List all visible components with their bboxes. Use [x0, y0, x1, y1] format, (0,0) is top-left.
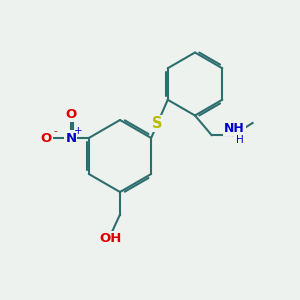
Text: H: H [236, 135, 244, 146]
Text: N: N [65, 131, 76, 145]
Text: OH: OH [100, 232, 122, 245]
Text: S: S [152, 116, 163, 131]
Text: -: - [53, 126, 57, 136]
Text: +: + [74, 125, 82, 136]
Text: NH: NH [224, 122, 245, 135]
Text: O: O [40, 131, 52, 145]
Text: O: O [65, 107, 76, 121]
